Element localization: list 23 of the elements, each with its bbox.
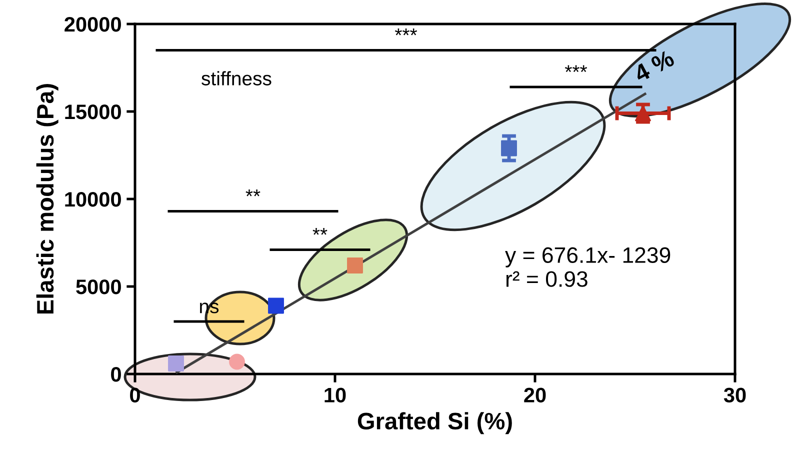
point [229, 354, 245, 370]
y-tick-label: 0 [111, 367, 121, 382]
x-axis-title: Grafted Si (%) [358, 412, 512, 434]
y-tick-label: 10000 [65, 192, 121, 207]
annotation: stiffness [202, 71, 272, 86]
annotation: ** [246, 189, 260, 196]
y-tick-label: 5000 [76, 280, 121, 294]
x-tick-label: 10 [324, 388, 346, 402]
annotation: *** [564, 65, 588, 72]
y-tick-label: 20000 [64, 17, 121, 32]
x-tick-label: 20 [524, 388, 546, 402]
x-tick-label: 30 [724, 388, 746, 403]
y-axis-title: Elastic modulus (Pa) [36, 84, 58, 314]
annotation: 4 % [632, 49, 676, 83]
x-tick-label: 0 [130, 388, 140, 402]
point [168, 356, 184, 372]
annotation: y = 676.1x- 1239 r² = 0.93 [505, 247, 670, 287]
point [347, 258, 363, 274]
point [501, 140, 517, 156]
y-tick-label: 15000 [65, 104, 121, 120]
point [268, 298, 284, 314]
annotation: ** [312, 228, 328, 235]
annotation: *** [394, 28, 418, 36]
